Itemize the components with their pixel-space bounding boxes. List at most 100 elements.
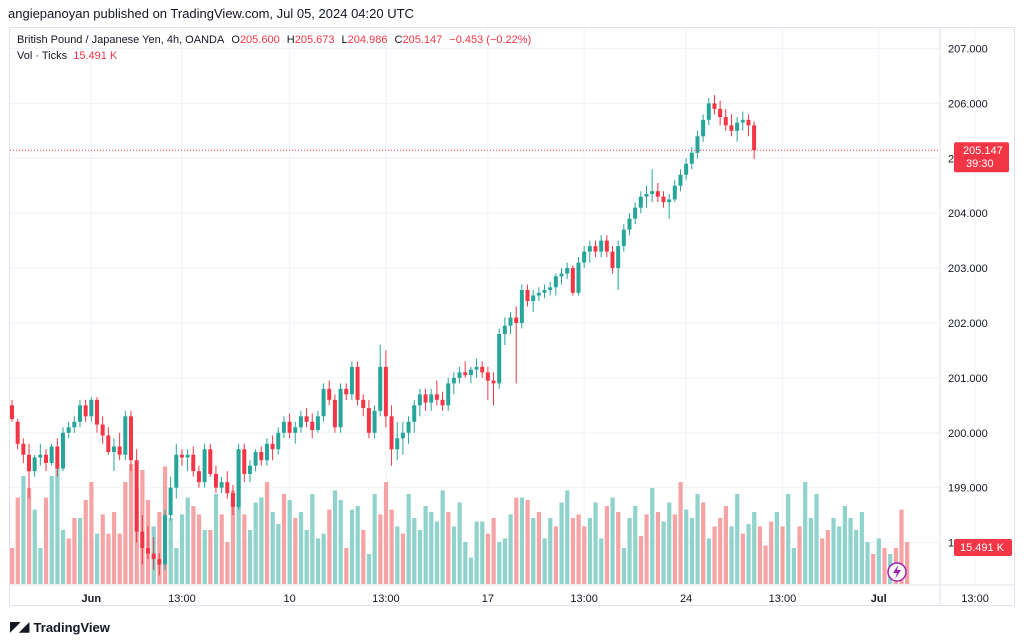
volume-bar [94,533,100,584]
high-label: H [286,34,295,46]
candle-body [627,218,632,230]
candle-body [395,438,400,450]
time-tick-label: 13:00 [769,593,797,605]
candle-body [168,487,173,516]
candle-body [145,548,150,554]
volume-bar [769,521,774,584]
volume-bar [355,506,360,584]
close-label: C [394,34,403,46]
candle-body [565,268,570,274]
volume-bar [701,502,706,584]
volume-bar [542,538,547,584]
candle-body [531,295,536,302]
candle-body [66,427,71,433]
volume-bar [383,482,389,584]
volume-bar [174,548,179,584]
volume-bar [497,542,502,584]
tradingview-footer[interactable]: ◤◢ TradingView [10,619,110,635]
candle-body [26,454,31,472]
volume-bar [848,518,853,584]
change-value: −0.453 (−0.22%) [449,34,532,46]
candle-body [576,262,581,293]
volume-bar [43,497,49,584]
candle-body [15,421,20,444]
candle-body [293,427,298,433]
candle-body [264,443,269,461]
candle-body [502,325,507,334]
volume-bar [525,500,530,584]
candle-body [236,449,241,507]
volume-bars [10,464,910,584]
candle-body [672,185,677,200]
candle-body [446,383,451,406]
volume-bar [327,509,332,584]
last-price-label: 205.147 [963,145,1003,157]
volume-bar [678,482,683,584]
volume-bar [684,509,689,584]
volume-bar [423,506,428,584]
volume-bar [366,554,372,584]
volume-bar [15,497,20,584]
candle-body [661,196,666,203]
price-tick-label: 201.000 [948,373,988,385]
volume-bar [859,512,864,584]
chart-frame[interactable] [9,27,1015,606]
symbol-title: British Pound / Japanese Yen, 4h, OANDA [17,34,225,46]
volume-bar [735,494,740,584]
candle-body [213,473,218,488]
volume-bar [672,514,678,584]
volume-bar [536,512,542,584]
ohlc-legend: British Pound / Japanese Yen, 4h, OANDA … [17,34,535,46]
volume-bar [219,514,224,584]
volume-bar [400,533,406,584]
candle-body [327,388,332,400]
price-tick-label: 206.000 [948,98,988,110]
volume-bar [559,502,564,584]
volume-bar [276,524,281,584]
volume-bar [633,506,638,584]
last-price-badge [954,142,1009,173]
candle-body [383,366,388,417]
volume-bar [882,548,887,584]
volume-bar [468,557,474,584]
volume-bar [514,497,519,584]
candle-body [746,119,751,126]
candle-body [38,454,43,458]
volume-bar [55,464,60,584]
volume-bar [417,530,423,584]
volume-bar [837,526,842,584]
volume-bar [616,512,621,584]
lightning-bolt-icon [893,565,901,579]
volume-bar [797,526,802,584]
volume-bar [179,514,185,584]
volume-bar [259,497,264,584]
candle-body [519,290,524,323]
candle-body [650,191,655,194]
volume-bar [378,514,383,584]
candle-body [633,207,638,219]
candle-body [179,454,184,458]
volume-bar [718,518,723,584]
volume-bar [740,533,745,584]
volume-bar [287,500,292,584]
candle-body [128,416,133,461]
candle-body [525,290,530,302]
candle-body [491,380,496,384]
volume-bar [26,488,32,584]
volume-bar [825,530,830,584]
candle-body [242,449,247,474]
volume-bar [72,518,77,584]
time-tick-label: Jun [82,593,102,605]
price-tick-label: 199.000 [948,483,988,495]
time-tick-label: 13:00 [372,593,400,605]
candle-body [338,388,343,428]
candle-body [185,454,190,458]
volume-bar [599,538,604,584]
candle-body [417,394,422,406]
candle-body [372,410,377,433]
volume-bar [446,512,451,584]
volume-bar [854,530,859,584]
candle-body [259,451,264,461]
